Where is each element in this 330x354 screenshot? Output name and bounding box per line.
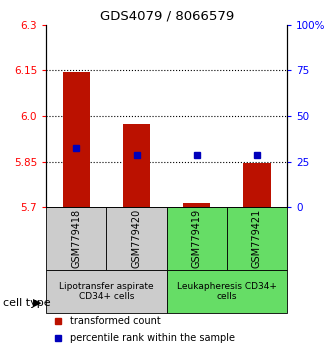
Text: GSM779421: GSM779421 bbox=[252, 209, 262, 268]
Text: Lipotransfer aspirate
CD34+ cells: Lipotransfer aspirate CD34+ cells bbox=[59, 282, 154, 301]
Text: percentile rank within the sample: percentile rank within the sample bbox=[70, 333, 235, 343]
Bar bbox=[244, 163, 271, 207]
Bar bbox=[63, 72, 90, 207]
Bar bbox=[106, 207, 167, 270]
Text: GSM779419: GSM779419 bbox=[192, 209, 202, 268]
Text: GSM779418: GSM779418 bbox=[71, 209, 81, 268]
Bar bbox=[123, 124, 150, 207]
Bar bbox=[167, 207, 227, 270]
Bar bbox=[46, 207, 106, 270]
Text: Leukapheresis CD34+
cells: Leukapheresis CD34+ cells bbox=[177, 282, 277, 301]
Bar bbox=[167, 270, 287, 313]
Text: transformed count: transformed count bbox=[70, 316, 161, 326]
Bar bbox=[227, 207, 287, 270]
Text: cell type: cell type bbox=[3, 298, 51, 308]
Bar bbox=[46, 270, 167, 313]
Text: ▶: ▶ bbox=[33, 298, 42, 308]
Text: GSM779420: GSM779420 bbox=[132, 209, 142, 268]
Title: GDS4079 / 8066579: GDS4079 / 8066579 bbox=[100, 9, 234, 22]
Bar bbox=[183, 203, 210, 207]
